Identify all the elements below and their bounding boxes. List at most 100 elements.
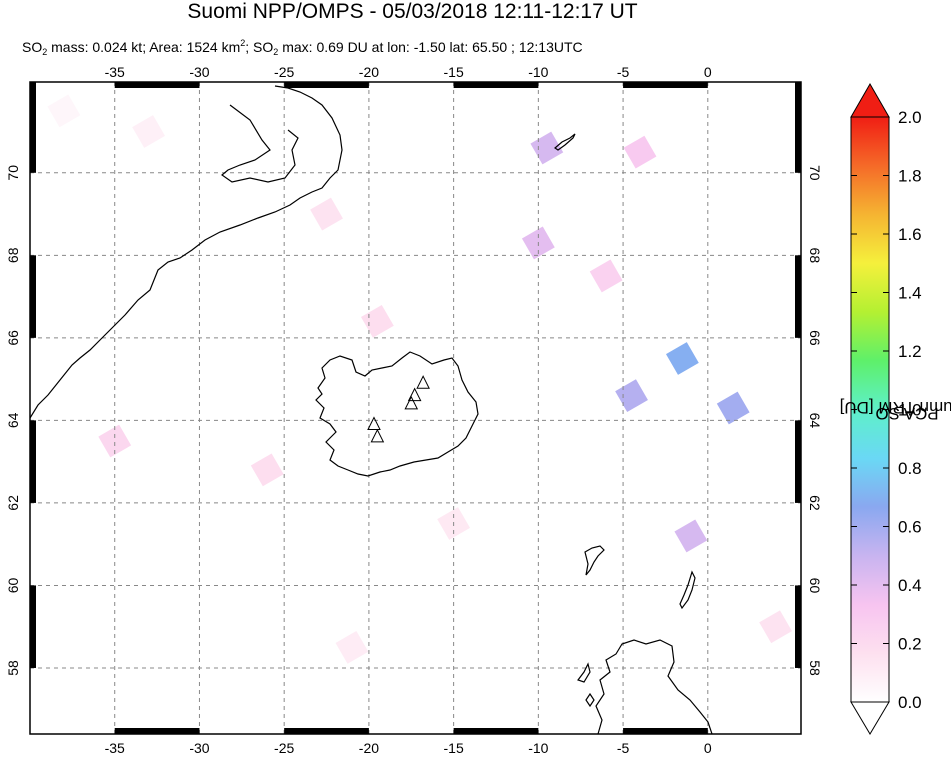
colorbar-tick-label: 0.0 bbox=[898, 693, 922, 712]
so2-cell bbox=[47, 94, 81, 128]
y-tick-label-right: 60 bbox=[807, 578, 823, 594]
max-time-value: 12:13UTC bbox=[518, 39, 583, 55]
scotland-coast bbox=[595, 639, 713, 734]
so2-cell bbox=[310, 197, 343, 231]
colorbar-tick-label: 0.2 bbox=[898, 635, 922, 654]
frame-bar-right bbox=[795, 82, 801, 173]
colorbar-tick-label: 0.4 bbox=[898, 576, 922, 595]
max-lat-value: 65.50 bbox=[472, 39, 508, 55]
y-tick-label-right: 58 bbox=[807, 660, 823, 676]
frame-bar-left bbox=[30, 585, 36, 668]
map-frame-bars bbox=[30, 82, 801, 734]
y-tick-label-right: 62 bbox=[807, 495, 823, 511]
faroe-islands bbox=[584, 545, 605, 576]
colorbar-ticks: 0.0 0.2 0.4 0.6 0.8 1.0 1.2 1.4 1.6 1.8 2.0 bbox=[851, 108, 922, 712]
so2-cell bbox=[665, 342, 699, 375]
colorbar-tick-label: 1.2 bbox=[898, 342, 922, 361]
y-tick-label-left: 58 bbox=[5, 660, 21, 676]
x-tick-label-bottom: 0 bbox=[704, 740, 712, 756]
y-tick-label-left: 64 bbox=[5, 412, 21, 428]
greenland-fjord bbox=[221, 104, 299, 183]
iceland-coast bbox=[315, 351, 479, 477]
x-tick-label-bottom: -5 bbox=[617, 740, 630, 756]
so2-cell bbox=[623, 135, 657, 169]
x-tick-label-bottom: -30 bbox=[189, 740, 209, 756]
colorbar-tick-label: 1.8 bbox=[898, 167, 922, 186]
y-tick-label-left: 70 bbox=[5, 165, 21, 181]
x-tick-label-top: -30 bbox=[189, 64, 209, 80]
colorbar: 0.0 0.2 0.4 0.6 0.8 1.0 1.2 1.4 1.6 1.8 2.0 bbox=[850, 82, 922, 735]
volcano-marker bbox=[416, 375, 430, 389]
x-tick-label-top: -10 bbox=[528, 64, 548, 80]
hebrides bbox=[577, 662, 595, 708]
y-axis-ticks: 58 58 60 60 62 62 64 64 66 66 68 68 70 70 bbox=[5, 165, 823, 676]
so2-max-value: 0.69 DU bbox=[316, 39, 368, 55]
x-tick-label-bottom: -20 bbox=[359, 740, 379, 756]
max-lon-value: -1.50 bbox=[413, 39, 446, 55]
frame-bar-bottom bbox=[284, 728, 369, 734]
so2-cell bbox=[98, 424, 132, 458]
volcano-marker bbox=[404, 395, 419, 410]
x-tick-label-top: -5 bbox=[617, 64, 630, 80]
greenland-coast bbox=[30, 85, 343, 419]
so2-cell bbox=[615, 379, 648, 413]
so2-cell bbox=[759, 610, 792, 644]
frame-bar-left bbox=[30, 255, 36, 338]
frame-bar-top bbox=[623, 82, 708, 88]
frame-bar-right bbox=[795, 420, 801, 503]
y-tick-label-right: 70 bbox=[807, 165, 823, 181]
x-tick-label-bottom: -10 bbox=[528, 740, 548, 756]
frame-bar-bottom bbox=[623, 728, 708, 734]
volcano-marker bbox=[407, 387, 422, 402]
x-axis-ticks: -35 -35 -30 -30 -25 -25 -20 -20 -15 -15 -10 -10 -5 -5… bbox=[105, 64, 712, 756]
so2-cells-layer bbox=[47, 94, 792, 664]
frame-bar-left bbox=[30, 82, 36, 173]
so2-cell bbox=[360, 304, 394, 338]
so2-cell bbox=[716, 391, 750, 425]
jan-mayen bbox=[554, 133, 576, 151]
x-tick-label-bottom: -15 bbox=[444, 740, 464, 756]
area-value: 1524 km bbox=[186, 39, 241, 55]
plot-frame bbox=[29, 81, 802, 735]
so2-cell bbox=[132, 115, 166, 148]
chart-subtitle: SO2 mass: 0.024 kt; Area: 1524 km2; SO2 … bbox=[22, 38, 583, 57]
frame-bar-left bbox=[30, 420, 36, 503]
so2-cell bbox=[530, 131, 564, 165]
frame-bar-top bbox=[284, 82, 369, 88]
so2-cell bbox=[335, 630, 369, 664]
y-tick-label-left: 60 bbox=[5, 577, 21, 593]
shetland bbox=[679, 570, 696, 610]
colorbar-max-arrow bbox=[850, 82, 890, 118]
frame-bar-bottom bbox=[453, 728, 539, 734]
y-tick-label-left: 66 bbox=[5, 330, 21, 346]
colorbar-tick-label: 0.8 bbox=[898, 459, 922, 478]
colorbar-tick-label: 0.6 bbox=[898, 518, 922, 537]
y-tick-label-right: 66 bbox=[807, 330, 823, 346]
so2-mass-value: 0.024 kt bbox=[92, 39, 143, 55]
x-tick-label-top: -35 bbox=[105, 64, 125, 80]
x-tick-label-bottom: -25 bbox=[274, 740, 294, 756]
grid-lines bbox=[30, 82, 801, 734]
frame-bar-right bbox=[795, 585, 801, 668]
colorbar-min-arrow bbox=[850, 701, 890, 735]
frame-bar-top bbox=[453, 82, 539, 88]
x-tick-label-top: 0 bbox=[704, 64, 712, 80]
volcano-marker bbox=[370, 428, 385, 443]
y-tick-label-right: 64 bbox=[807, 413, 823, 429]
so2-cell bbox=[589, 259, 623, 293]
y-tick-label-left: 68 bbox=[5, 247, 21, 263]
so2-cell bbox=[250, 453, 284, 487]
chart-title: Suomi NPP/OMPS - 05/03/2018 12:11-12:17 … bbox=[187, 0, 638, 23]
y-tick-label-right: 68 bbox=[807, 248, 823, 264]
x-tick-label-top: -15 bbox=[444, 64, 464, 80]
x-tick-label-bottom: -35 bbox=[105, 740, 125, 756]
frame-bar-right bbox=[795, 255, 801, 338]
so2-cell bbox=[674, 519, 708, 553]
colorbar-tick-label: 1.4 bbox=[898, 284, 922, 303]
colorbar-tick-label: 1.0 bbox=[898, 401, 922, 420]
coastlines bbox=[30, 85, 713, 734]
frame-bar-top bbox=[114, 82, 200, 88]
volcano-marker bbox=[367, 416, 381, 431]
frame-bar-bottom bbox=[114, 728, 200, 734]
